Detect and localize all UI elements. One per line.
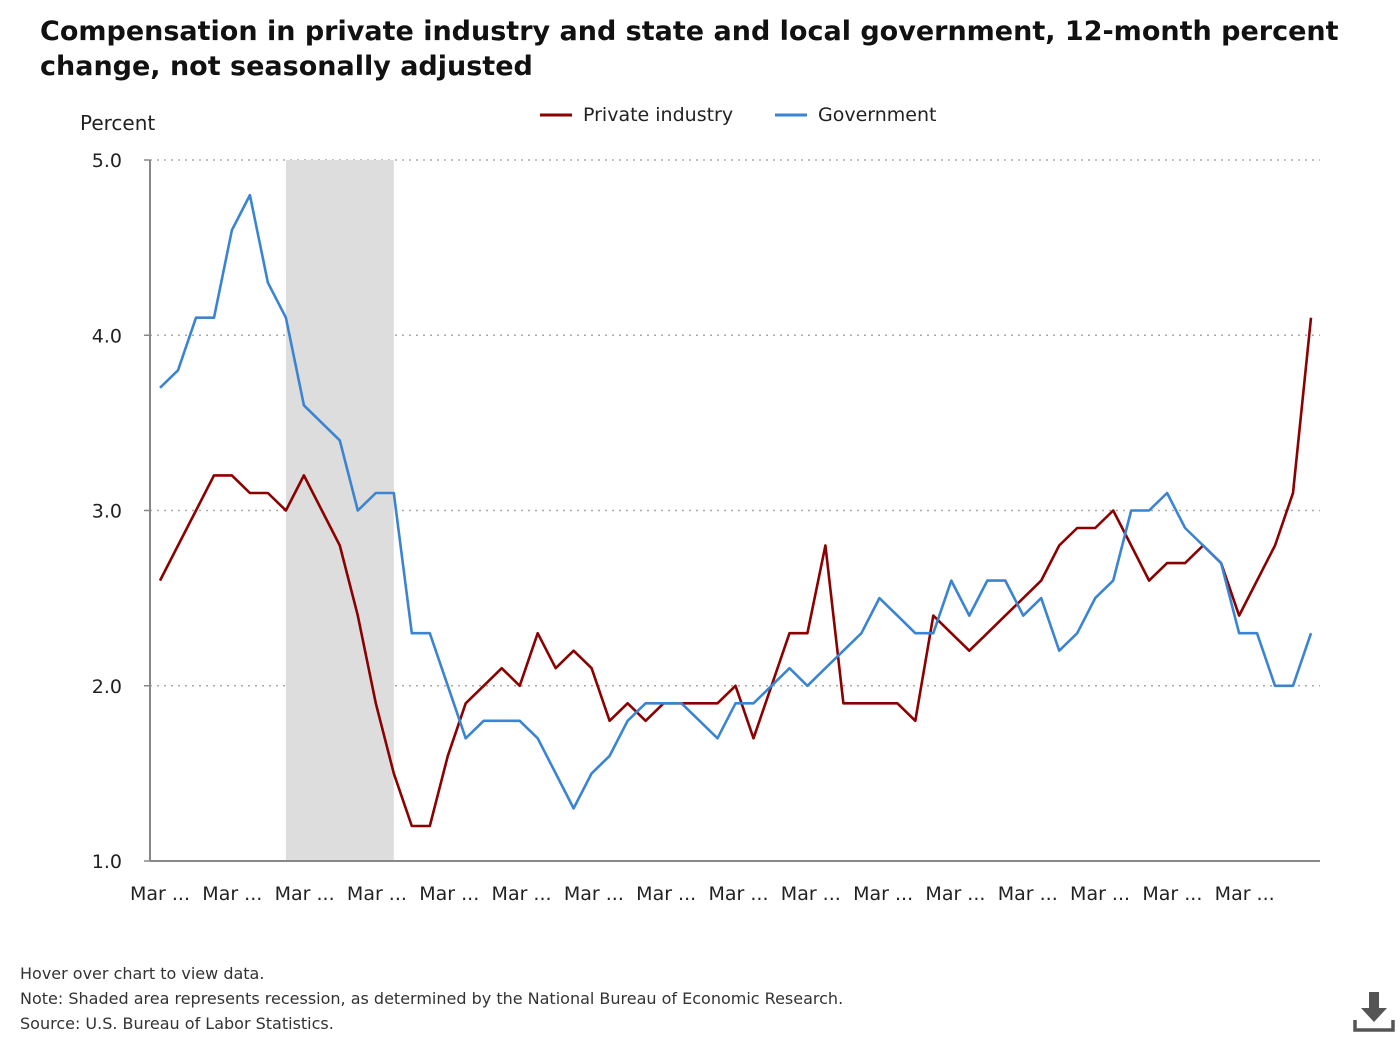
y-tick-label: 3.0 <box>92 501 122 523</box>
line-chart[interactable]: 1.0 2.0 3.0 4.0 5.0 Mar ... Mar ... Mar ... Mar … <box>0 0 1400 950</box>
x-tick-label: Mar ... <box>1142 883 1202 905</box>
recession-shading <box>285 160 394 861</box>
source-note: Source: U.S. Bureau of Labor Statistics. <box>20 1014 334 1033</box>
recession-note: Note: Shaded area represents recession, … <box>20 989 844 1008</box>
chart-title: Compensation in private industry and sta… <box>40 16 1339 82</box>
x-tick-label: Mar ... <box>781 883 841 905</box>
y-tick-label: 5.0 <box>92 150 122 172</box>
x-tick-label: Mar ... <box>998 883 1058 905</box>
y-tick-label: 2.0 <box>92 676 122 698</box>
legend-label[interactable]: Private industry <box>583 104 733 126</box>
x-tick-label: Mar ... <box>925 883 985 905</box>
x-tick-label: Mar ... <box>564 883 624 905</box>
x-tick-label: Mar ... <box>275 883 335 905</box>
hover-hint: Hover over chart to view data. <box>20 964 265 983</box>
footnotes: Hover over chart to view data. Note: Sha… <box>20 961 843 1036</box>
download-icon[interactable] <box>1353 990 1395 1034</box>
y-axis-label: Percent <box>80 111 155 135</box>
x-tick-label: Mar ... <box>853 883 913 905</box>
x-tick-label: Mar ... <box>130 883 190 905</box>
x-tick-label: Mar ... <box>419 883 479 905</box>
series-line-private-industry[interactable] <box>158 317 1313 828</box>
x-tick-label: Mar ... <box>492 883 552 905</box>
y-tick-label: 1.0 <box>92 851 122 873</box>
series-line-government[interactable] <box>159 193 1313 810</box>
x-tick-label: Mar ... <box>1070 883 1130 905</box>
x-tick-label: Mar ... <box>1215 883 1275 905</box>
y-tick-label: 4.0 <box>92 325 122 347</box>
x-tick-label: Mar ... <box>347 883 407 905</box>
x-tick-label: Mar ... <box>636 883 696 905</box>
x-tick-label: Mar ... <box>708 883 768 905</box>
x-tick-label: Mar ... <box>202 883 262 905</box>
legend-label[interactable]: Government <box>818 104 937 126</box>
